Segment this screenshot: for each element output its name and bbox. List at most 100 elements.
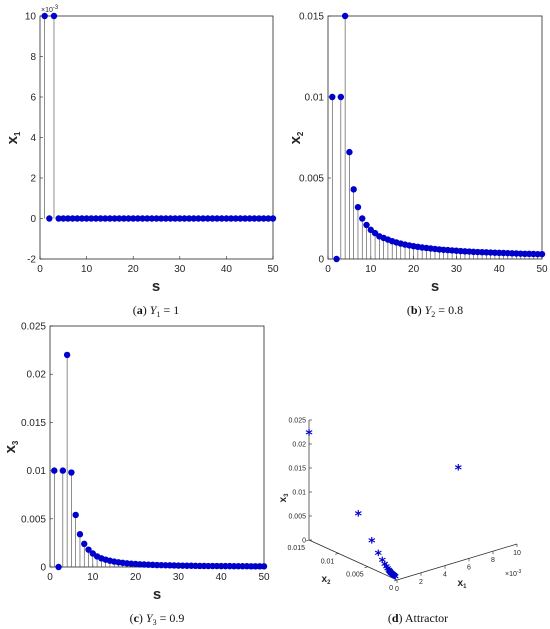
x3-tick-label: 0	[302, 538, 306, 545]
y-tick-label: 0.025	[21, 322, 46, 333]
attractor-point: *	[375, 548, 383, 564]
stem-marker	[143, 215, 151, 222]
attractor-point: *	[385, 565, 393, 581]
stem-marker	[176, 215, 183, 222]
x-tick-label: 20	[408, 264, 420, 275]
x-tick-label: 30	[174, 264, 186, 275]
stem-marker	[269, 215, 277, 222]
stem-marker	[63, 351, 71, 359]
stem-marker	[64, 215, 72, 222]
x3-tick-label: 0.005	[288, 514, 306, 521]
y-axis-label-d: x2	[322, 574, 332, 586]
y-tick-label: 4	[30, 133, 36, 144]
x1-tick-label: 2	[419, 579, 423, 586]
x-axis-label-b: s	[431, 278, 439, 295]
stem-marker	[78, 215, 86, 222]
stems-b	[329, 12, 546, 263]
stem-marker	[97, 215, 104, 222]
stem-marker	[171, 215, 179, 222]
stem-marker	[106, 215, 114, 222]
y-tick-label: 0.01	[305, 93, 325, 104]
stem-marker	[223, 215, 230, 222]
panel-b: 0 10 20 30 40 50 0 0.005 0.01 0.015 s x2 (b) Y2 =…	[287, 12, 548, 320]
stem-marker	[153, 215, 160, 222]
stem-marker	[134, 215, 142, 222]
y-tick-label: 0.015	[299, 12, 324, 23]
y-tick-label: 8	[30, 52, 36, 63]
x-tick-label: 50	[258, 572, 270, 583]
y-tick-label: 0	[318, 255, 324, 266]
x-tick-label: 20	[128, 264, 140, 275]
x2-tick-label: 0.01	[321, 558, 335, 565]
attractor-point: *	[384, 563, 392, 579]
y-tick-label: 10	[25, 12, 37, 23]
attractor-point: *	[305, 427, 313, 443]
attractor-point: *	[388, 569, 396, 585]
stem-marker	[246, 215, 253, 222]
x-tick-label: 30	[451, 264, 463, 275]
x3-tick-label: 0.025	[288, 418, 306, 425]
x2-tick-mark	[364, 566, 368, 568]
svg-text:x1: x1	[4, 131, 22, 144]
stem-marker	[218, 215, 225, 222]
panel-d: 024681000.0050.010.01500.0050.010.0150.0…	[278, 418, 522, 626]
stem-marker	[241, 215, 249, 222]
stem-marker	[60, 215, 67, 222]
caption-c: (c) Y3 = 0.9	[130, 611, 185, 627]
attractor-point: *	[390, 570, 398, 586]
attractor-point: *	[386, 566, 394, 582]
caption-b: (b) Y2 = 0.8	[407, 303, 463, 319]
stem-marker	[130, 215, 137, 222]
z-axis-label-d: x3	[278, 493, 290, 503]
x2-tick-mark	[393, 579, 398, 582]
stem-marker	[55, 215, 62, 222]
stem-marker	[209, 215, 216, 222]
x-tick-label: 0	[47, 572, 53, 583]
x-tick-label: 40	[216, 572, 228, 583]
plot-area-a	[39, 15, 274, 260]
stem-marker	[41, 12, 48, 20]
x-tick-label: 0	[37, 264, 43, 275]
x2-tick-mark	[305, 539, 310, 542]
x-tick-label: 20	[130, 572, 142, 583]
attractor-point: *	[389, 569, 397, 585]
stem-marker	[190, 215, 197, 222]
x3-tick-label: 0.02	[292, 442, 306, 449]
x3-tick-label: 0.01	[292, 490, 306, 497]
stem-marker	[120, 215, 128, 222]
attractor-point: *	[386, 567, 394, 583]
attractor-point: *	[392, 571, 400, 587]
stem-marker	[538, 250, 546, 258]
stem-marker	[50, 12, 58, 20]
y-tick-label: 0.005	[21, 514, 46, 525]
attractor-point: *	[387, 567, 395, 583]
attractor-point: *	[381, 559, 389, 575]
x2-tick-label: 0	[389, 585, 393, 592]
x1-tick-label: 8	[491, 557, 495, 564]
x-tick-label: 10	[365, 264, 377, 275]
x2-axis-line	[308, 539, 398, 581]
stem-marker	[111, 215, 118, 222]
stem-marker	[157, 215, 165, 222]
stem-marker	[213, 215, 221, 222]
stem-marker	[68, 469, 75, 476]
stem-marker	[195, 215, 202, 222]
stem-marker	[55, 563, 62, 571]
attractor-point: *	[368, 536, 376, 552]
x1-tick-label: 10	[513, 550, 521, 557]
stem-marker	[333, 255, 340, 263]
stem-marker	[72, 511, 79, 519]
attractor-point: *	[387, 568, 395, 584]
stem-marker	[350, 186, 357, 193]
plot-area-b	[327, 15, 543, 260]
x1-tick-label: 0	[395, 586, 399, 593]
stem-marker	[363, 221, 370, 229]
attractor-point: *	[389, 570, 397, 586]
stem-marker	[74, 215, 81, 222]
caption-a: (a) Y1 = 1	[133, 303, 179, 319]
x-tick-label: 30	[173, 572, 185, 583]
svg-text:x2: x2	[287, 131, 305, 144]
x-tick-label: 10	[87, 572, 99, 583]
